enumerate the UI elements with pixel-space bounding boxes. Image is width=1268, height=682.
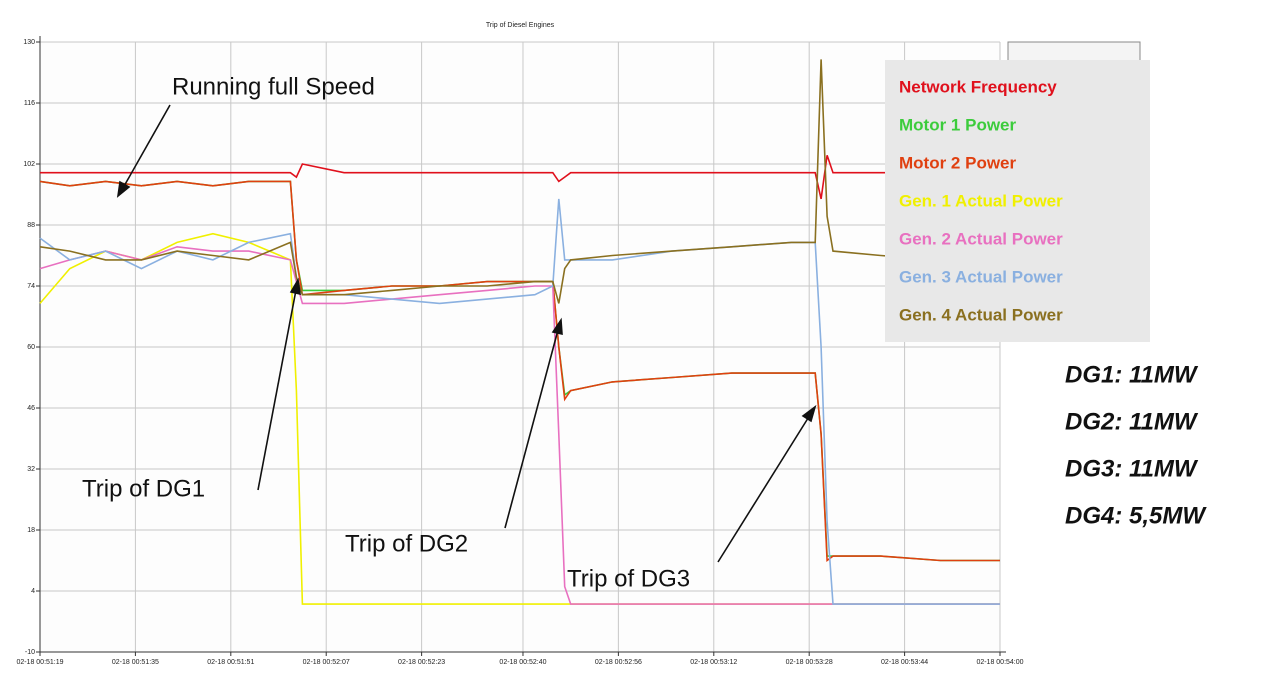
- y-tick-label: 88: [27, 222, 35, 229]
- series-line: [39, 59, 1000, 304]
- x-tick-label: 02-18 00:53:28: [786, 659, 833, 666]
- legend-entry: Gen. 4 Actual Power: [899, 305, 1063, 324]
- chart-title: Trip of Diesel Engines: [486, 22, 555, 29]
- y-tick-label: 74: [27, 283, 35, 290]
- y-tick-label: 116: [24, 100, 35, 107]
- x-tick-label: 02-18 00:52:56: [595, 659, 642, 666]
- x-tick-label: 02-18 00:51:19: [16, 659, 63, 666]
- note: DG4: 5,5MW: [1065, 502, 1207, 529]
- series-line: [39, 198, 1000, 605]
- y-tick-label: 46: [27, 405, 35, 412]
- arrow: [504, 329, 559, 529]
- arrows: [116, 104, 817, 563]
- y-tick-label: 130: [23, 39, 35, 46]
- y-tick-label: 4: [31, 588, 35, 595]
- legend-entry: Gen. 2 Actual Power: [899, 229, 1063, 248]
- y-tick-label: 60: [27, 344, 35, 351]
- legend-entry: Network Frequency: [899, 77, 1057, 96]
- legend-entry: Gen. 3 Actual Power: [899, 267, 1063, 286]
- annotation: Trip of DG3: [567, 565, 690, 592]
- x-tick-label: 02-18 00:53:44: [881, 659, 928, 666]
- legend-entry: Motor 1 Power: [899, 115, 1017, 134]
- arrow-head: [801, 404, 817, 423]
- x-tick-label: 02-18 00:52:40: [499, 659, 546, 666]
- x-tick-label: 02-18 00:51:51: [207, 659, 254, 666]
- x-tick-label: 02-18 00:52:07: [303, 659, 350, 666]
- note: DG1: 11MW: [1065, 361, 1199, 388]
- y-tick-label: 102: [23, 161, 35, 168]
- arrow-head: [551, 317, 563, 336]
- note: DG2: 11MW: [1065, 408, 1199, 435]
- x-tick-label: 02-18 00:54:00: [976, 659, 1023, 666]
- annotation: Running full Speed: [172, 73, 375, 100]
- x-tick-label: 02-18 00:51:35: [112, 659, 159, 666]
- plot-area: [36, 36, 1006, 656]
- series-line: [39, 245, 1000, 605]
- annotation: Trip of DG2: [345, 530, 468, 557]
- arrow: [717, 414, 811, 563]
- y-tick-label: 32: [27, 466, 35, 473]
- series-line: [40, 155, 1000, 200]
- y-tick-label: 18: [27, 527, 35, 534]
- y-tick-label: -10: [25, 649, 35, 656]
- legend-box: [885, 60, 1150, 342]
- legend-entry: Motor 2 Power: [899, 153, 1017, 172]
- annotation: Trip of DG1: [82, 475, 205, 502]
- legend-entry: Gen. 1 Actual Power: [899, 191, 1063, 210]
- x-tick-label: 02-18 00:53:12: [690, 659, 737, 666]
- arrow: [257, 289, 297, 491]
- arrow-head: [289, 277, 301, 296]
- arrow: [122, 104, 171, 189]
- note: DG3: 11MW: [1065, 455, 1199, 482]
- arrow-head: [116, 180, 131, 198]
- x-tick-label: 02-18 00:52:23: [398, 659, 445, 666]
